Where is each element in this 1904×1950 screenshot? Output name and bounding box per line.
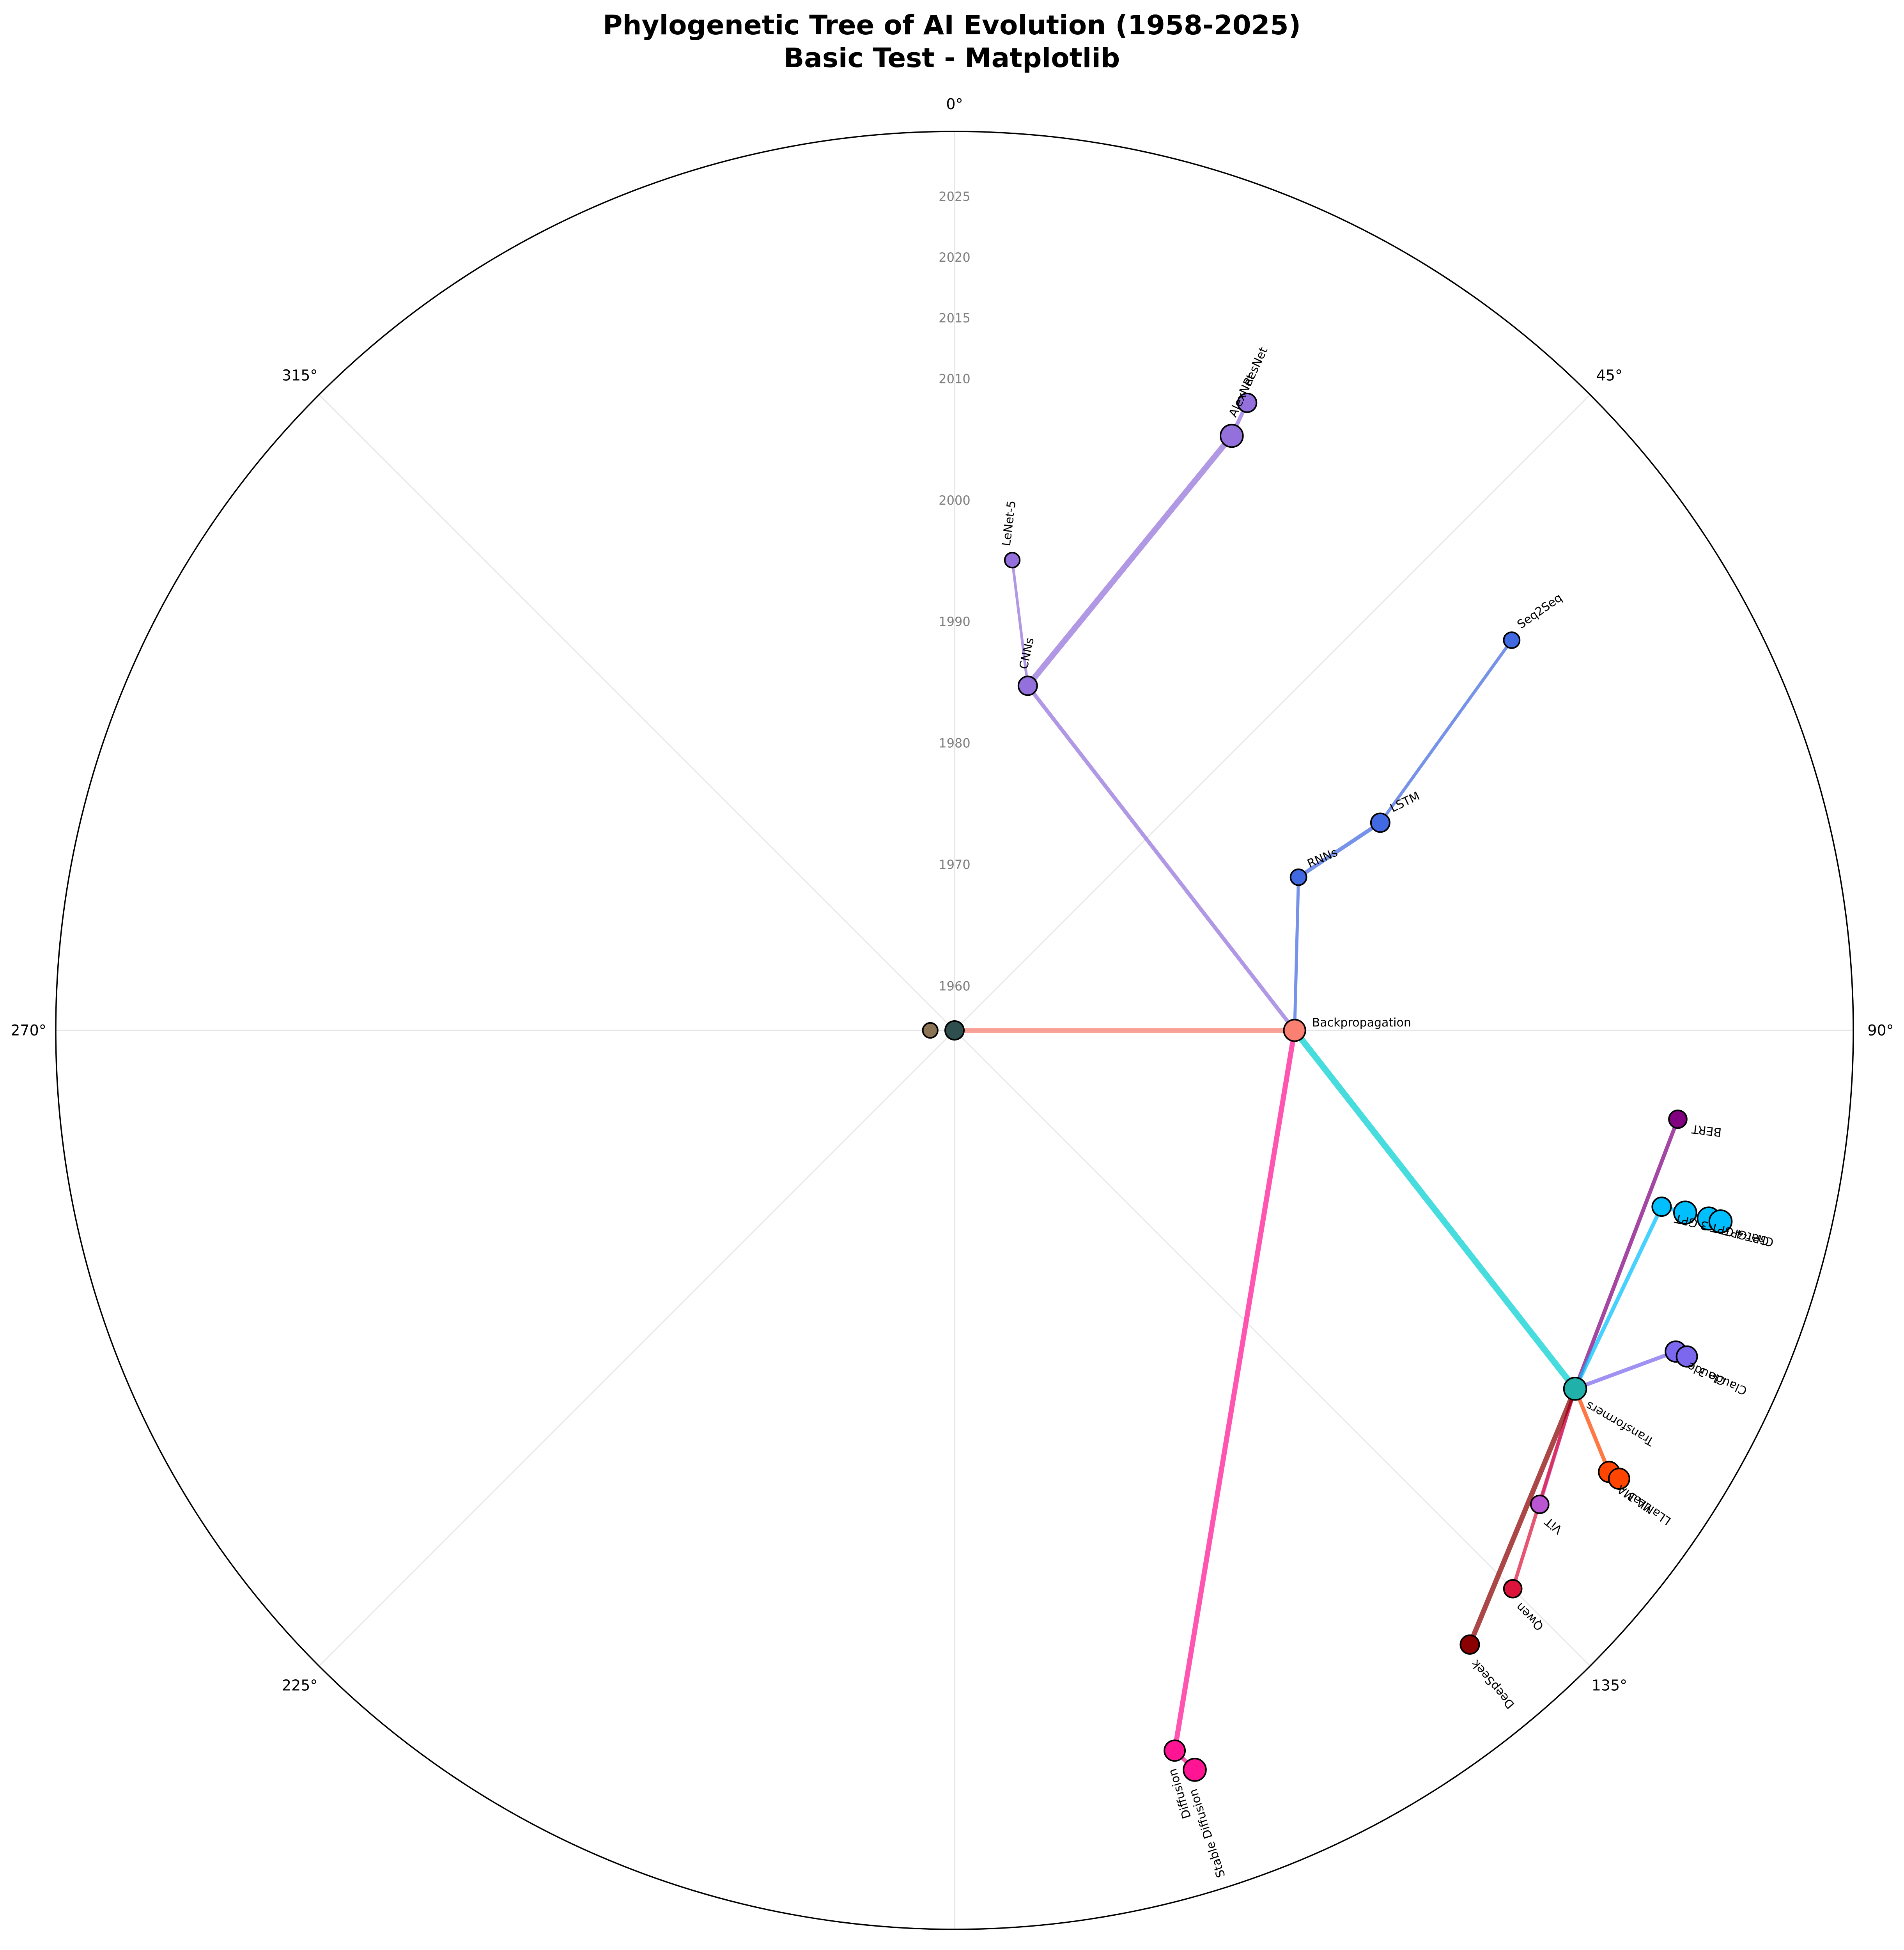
node-label-llama3: LLaMA 3 [1625, 1489, 1674, 1528]
node-root [944, 1020, 965, 1041]
label-group-gpt4: GPT-4 [1734, 1227, 1771, 1248]
node-qwen [1503, 1579, 1523, 1599]
year-tick-label: 1960 [939, 979, 970, 994]
edge-backprop-transformer [1291, 1027, 1578, 1392]
tree-edges [952, 401, 1723, 1772]
node-bert [1668, 1109, 1688, 1129]
node-stablediff [1183, 1758, 1207, 1782]
grid-spoke-135 [954, 1030, 1591, 1666]
edge-backprop-rnn [1293, 876, 1300, 1032]
edge-cnn-alexnet [1025, 433, 1235, 689]
node-backprop [1283, 1019, 1306, 1042]
edge-transformer-gpt1 [1573, 1205, 1664, 1391]
node-early [922, 1022, 939, 1039]
node-resnet [1237, 392, 1258, 413]
node-label-deepseek: DeepSeek [1468, 1657, 1517, 1711]
label-group-vit: ViT [1542, 1514, 1565, 1537]
year-tick-label: 2025 [939, 189, 970, 204]
tree-nodes [922, 392, 1733, 1782]
year-tick-label: 2020 [939, 250, 970, 265]
edge-backprop-cnn [1026, 684, 1297, 1032]
node-label-rnn: RNNs [1305, 846, 1340, 871]
label-group-claude3: Claude 3 [1696, 1364, 1749, 1397]
label-group-cnn: CNNs [1017, 636, 1037, 670]
node-cnn [1017, 675, 1038, 696]
label-group-seq2seq: Seq2Seq [1515, 591, 1565, 631]
node-label-seq2seq: Seq2Seq [1515, 591, 1565, 631]
node-alexnet [1220, 424, 1244, 448]
label-group-qwen: Qwen [1513, 1600, 1546, 1633]
edge-transformer-bert [1573, 1117, 1680, 1391]
node-label-lstm: LSTM [1388, 789, 1422, 815]
label-group-bert: BERT [1691, 1122, 1722, 1139]
node-transformer [1563, 1377, 1587, 1401]
angle-tick-label: 180° [937, 1948, 972, 1950]
node-vit [1530, 1494, 1550, 1514]
year-tick-label: 2015 [939, 311, 970, 326]
node-llama3 [1608, 1468, 1630, 1490]
edge-lstm-seq2seq [1378, 638, 1513, 824]
chart-subtitle: Basic Test - Matplotlib [784, 43, 1120, 74]
angle-tick-label: 270° [11, 1022, 46, 1039]
angle-tick-label: 225° [282, 1677, 318, 1694]
year-tick-label: 1970 [939, 857, 970, 872]
angle-tick-label: 45° [1596, 367, 1622, 384]
grid-spoke-225 [319, 1030, 955, 1666]
angle-tick-label: 135° [1592, 1677, 1628, 1694]
year-tick-label: 2010 [939, 371, 970, 386]
grid-spoke-315 [319, 394, 955, 1031]
outer-circle [55, 131, 1854, 1930]
node-deepseek [1459, 1634, 1480, 1655]
node-gpt3 [1673, 1200, 1697, 1225]
label-group-resnet: ResNet [1241, 345, 1271, 388]
node-label-claude3: Claude 3 [1696, 1364, 1749, 1397]
edge-transformer-claude [1573, 1349, 1678, 1391]
year-tick-label: 1980 [939, 736, 970, 751]
edge-rnn-lstm [1296, 821, 1382, 879]
polar-grid: 0° 45° 90° 135° 180° 225° 270° 315° 1960 1970 1980… [11, 96, 1893, 1950]
node-claude3 [1676, 1345, 1698, 1368]
edge-backprop-diffusion [1172, 1028, 1297, 1753]
edge-cnn-lenet [1011, 558, 1029, 687]
year-tick-label: 1990 [939, 614, 970, 629]
label-group-deepseek: DeepSeek [1468, 1657, 1517, 1711]
label-group-lstm: LSTM [1388, 789, 1422, 815]
node-rnn [1289, 868, 1307, 886]
node-label-lenet: LeNet-5 [999, 500, 1018, 547]
node-label-resnet: ResNet [1241, 345, 1271, 388]
angle-tick-label: 0° [946, 96, 963, 113]
label-group-stablediff: Stable Diffusion [1187, 1787, 1228, 1879]
node-label-backprop: Backpropagation [1312, 1016, 1411, 1030]
node-lstm [1370, 812, 1390, 833]
label-group-backprop: Backpropagation [1312, 1016, 1411, 1030]
node-label-vit: ViT [1542, 1514, 1565, 1537]
node-seq2seq [1503, 631, 1521, 649]
node-label-gpt4: GPT-4 [1734, 1227, 1771, 1248]
node-label-stablediff: Stable Diffusion [1187, 1787, 1228, 1879]
chart-title: Phylogenetic Tree of AI Evolution (1958-… [603, 10, 1301, 41]
year-tick-label: 2000 [939, 493, 970, 508]
node-label-cnn: CNNs [1017, 636, 1037, 670]
label-group-lenet: LeNet-5 [999, 500, 1018, 547]
label-group-rnn: RNNs [1305, 846, 1340, 871]
node-gpt1 [1651, 1197, 1672, 1217]
node-label-qwen: Qwen [1513, 1600, 1546, 1633]
angle-tick-label: 315° [282, 367, 318, 384]
node-label-bert: BERT [1691, 1122, 1722, 1139]
node-gpt4 [1708, 1209, 1733, 1234]
edge-transformer-llama [1573, 1386, 1611, 1474]
grid-spoke-45 [954, 394, 1591, 1031]
node-lenet [1004, 552, 1021, 569]
label-group-llama3: LLaMA 3 [1625, 1489, 1674, 1528]
node-diffusion [1164, 1739, 1186, 1762]
angle-tick-label: 90° [1867, 1022, 1893, 1039]
edge-transformer-deepseek [1467, 1386, 1578, 1647]
edge-transformer-qwen [1511, 1387, 1577, 1591]
